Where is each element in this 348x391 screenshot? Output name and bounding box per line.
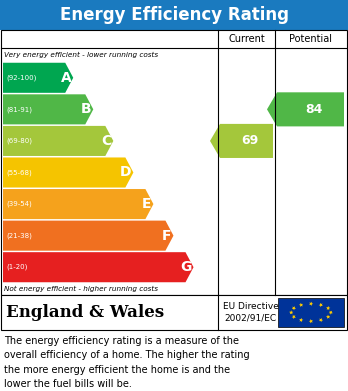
Polygon shape [326, 315, 330, 319]
Text: F: F [162, 229, 172, 243]
Polygon shape [3, 94, 93, 124]
Text: Energy Efficiency Rating: Energy Efficiency Rating [60, 6, 288, 24]
Polygon shape [319, 303, 323, 307]
Polygon shape [267, 92, 344, 126]
Bar [1, 30, 347, 295]
Text: Not energy efficient - higher running costs: Not energy efficient - higher running co… [4, 286, 158, 292]
Polygon shape [299, 318, 303, 322]
Bar [1, 295, 347, 330]
Polygon shape [210, 124, 273, 158]
Polygon shape [3, 252, 193, 282]
Polygon shape [329, 311, 333, 315]
Polygon shape [292, 315, 296, 319]
Text: (92-100): (92-100) [6, 75, 37, 81]
Polygon shape [299, 303, 303, 307]
Text: (21-38): (21-38) [6, 232, 32, 239]
Polygon shape [3, 158, 133, 188]
Text: Very energy efficient - lower running costs: Very energy efficient - lower running co… [4, 52, 158, 58]
Bar [0, 0, 348, 30]
Text: B: B [81, 102, 91, 117]
Polygon shape [3, 126, 113, 156]
Text: 69: 69 [241, 135, 258, 147]
Polygon shape [3, 221, 173, 251]
Text: (1-20): (1-20) [6, 264, 27, 271]
Polygon shape [3, 189, 153, 219]
Text: England & Wales: England & Wales [6, 304, 164, 321]
Text: (55-68): (55-68) [6, 169, 32, 176]
Polygon shape [309, 319, 313, 323]
Polygon shape [309, 302, 313, 306]
Polygon shape [319, 318, 323, 322]
Text: The energy efficiency rating is a measure of the
overall efficiency of a home. T: The energy efficiency rating is a measur… [4, 336, 250, 389]
Text: EU Directive
2002/91/EC: EU Directive 2002/91/EC [223, 302, 278, 323]
Text: D: D [120, 165, 132, 179]
Polygon shape [326, 306, 330, 310]
Text: Current: Current [228, 34, 265, 44]
Text: C: C [101, 134, 111, 148]
Text: 84: 84 [305, 103, 322, 116]
Text: G: G [180, 260, 191, 274]
Text: Potential: Potential [290, 34, 332, 44]
Text: (81-91): (81-91) [6, 106, 32, 113]
Polygon shape [289, 310, 293, 314]
Text: (69-80): (69-80) [6, 138, 32, 144]
Text: E: E [142, 197, 151, 211]
Text: (39-54): (39-54) [6, 201, 32, 207]
Polygon shape [292, 306, 296, 310]
Bar [278, 298, 344, 327]
Polygon shape [3, 63, 73, 93]
Text: A: A [61, 71, 71, 85]
